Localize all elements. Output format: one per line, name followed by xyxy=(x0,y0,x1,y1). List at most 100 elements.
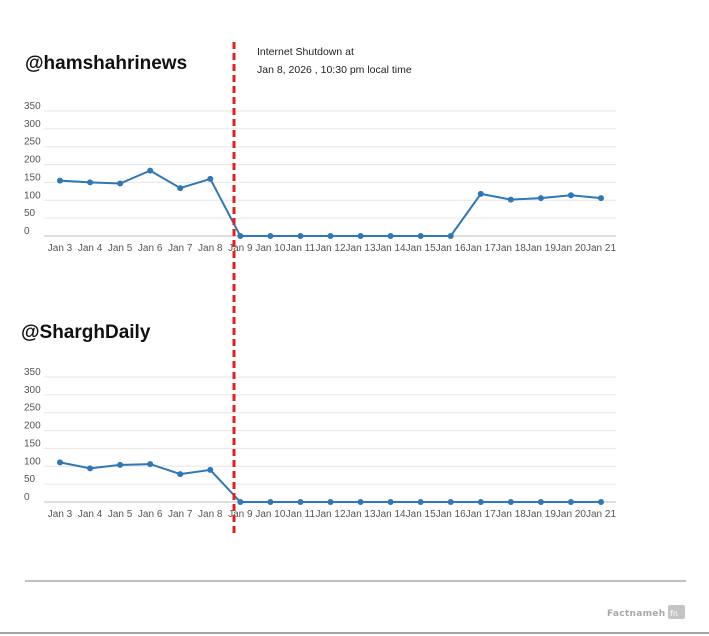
data-point xyxy=(57,177,63,184)
x-tick-label: Jan 17 xyxy=(466,243,496,254)
annotation-line-2: Jan 8, 2026 , 10:30 pm local time xyxy=(257,64,412,76)
y-tick-label: 150 xyxy=(24,172,41,183)
data-point xyxy=(387,499,394,505)
data-point xyxy=(207,175,214,182)
y-tick-label: 300 xyxy=(24,119,41,130)
x-tick-label: Jan 9 xyxy=(228,509,253,520)
y-tick-label: 150 xyxy=(24,438,41,449)
y-tick-label: 100 xyxy=(24,190,41,201)
data-point xyxy=(237,233,244,239)
x-tick-label: Jan 8 xyxy=(198,509,223,520)
x-tick-label: Jan 5 xyxy=(108,243,133,254)
data-point xyxy=(87,179,94,186)
x-tick-label: Jan 19 xyxy=(526,243,556,254)
data-point xyxy=(297,499,304,505)
x-tick-label: Jan 14 xyxy=(376,509,406,520)
x-tick-label: Jan 3 xyxy=(48,243,73,254)
x-tick-label: Jan 5 xyxy=(108,509,133,520)
data-point xyxy=(507,499,514,505)
x-tick-label: Jan 18 xyxy=(496,509,526,520)
data-point xyxy=(117,180,124,187)
x-tick-label: Jan 21 xyxy=(586,243,616,254)
x-tick-label: Jan 15 xyxy=(406,509,436,520)
data-points xyxy=(57,167,604,239)
data-point xyxy=(177,471,184,478)
x-tick-label: Jan 12 xyxy=(315,243,345,254)
data-point xyxy=(537,499,544,505)
x-tick-label: Jan 13 xyxy=(346,243,376,254)
x-tick-label: Jan 18 xyxy=(496,243,526,254)
y-tick-label: 50 xyxy=(24,208,36,219)
data-point xyxy=(357,233,364,239)
y-tick-label: 200 xyxy=(24,155,41,166)
data-point xyxy=(267,499,274,505)
y-tick-label: 250 xyxy=(24,137,41,148)
x-tick-label: Jan 21 xyxy=(586,509,616,520)
brand-name: Factnameh xyxy=(607,609,665,619)
x-tick-labels: Jan 3 Jan 4 Jan 5 Jan 6 Jan 7 Jan 8 Jan 9 Jan 1… xyxy=(48,243,617,254)
data-point xyxy=(327,499,334,505)
y-tick-label: 50 xyxy=(24,474,36,485)
x-tick-label: Jan 15 xyxy=(406,243,436,254)
data-point xyxy=(417,233,424,239)
x-tick-label: Jan 13 xyxy=(346,509,376,520)
x-tick-label: Jan 4 xyxy=(78,243,103,254)
x-tick-label: Jan 6 xyxy=(138,243,163,254)
data-point xyxy=(477,499,484,505)
x-tick-label: Jan 11 xyxy=(286,243,316,254)
x-tick-label: Jan 3 xyxy=(48,509,73,520)
y-tick-label: 200 xyxy=(24,421,41,432)
annotation-line-1: Internet Shutdown at xyxy=(257,46,354,58)
x-tick-label: Jan 19 xyxy=(526,509,556,520)
x-tick-label: Jan 9 xyxy=(228,243,253,254)
data-point xyxy=(87,465,94,472)
data-point xyxy=(598,499,604,505)
x-tick-label: Jan 7 xyxy=(168,243,193,254)
data-point xyxy=(117,461,124,468)
data-point xyxy=(447,499,454,505)
x-tick-label: Jan 12 xyxy=(315,509,345,520)
svg-text:fn: fn xyxy=(670,609,678,618)
x-tick-labels: Jan 3 Jan 4 Jan 5 Jan 6 Jan 7 Jan 8 Jan 9 Jan 1… xyxy=(48,509,617,520)
data-point xyxy=(598,195,604,202)
y-tick-labels: 0 50 100 150 200 250 300 350 xyxy=(24,101,41,237)
brand-logo-icon: fn xyxy=(668,605,685,619)
data-point xyxy=(357,499,364,505)
gridlines xyxy=(44,110,616,237)
x-tick-label: Jan 8 xyxy=(198,243,223,254)
x-tick-label: Jan 14 xyxy=(376,243,406,254)
chart-title: @hamshahrinews xyxy=(25,53,187,74)
y-tick-label: 100 xyxy=(24,456,41,467)
x-tick-label: Jan 16 xyxy=(436,509,466,520)
x-tick-label: Jan 4 xyxy=(78,509,103,520)
data-point xyxy=(567,499,574,505)
data-point xyxy=(477,190,484,197)
data-point xyxy=(207,466,214,473)
x-tick-label: Jan 20 xyxy=(556,509,586,520)
data-point xyxy=(237,499,244,505)
x-tick-label: Jan 10 xyxy=(255,243,285,254)
x-tick-label: Jan 6 xyxy=(138,509,163,520)
y-tick-label: 300 xyxy=(24,385,41,396)
data-point xyxy=(297,233,304,239)
data-point xyxy=(387,233,394,239)
chart-sharghdaily: @SharghDaily 0 50 100 150 200 250 300 350 Jan 3… xyxy=(21,322,616,520)
x-tick-label: Jan 7 xyxy=(168,509,193,520)
x-tick-label: Jan 16 xyxy=(436,243,466,254)
y-tick-label: 350 xyxy=(24,367,41,378)
y-tick-label: 0 xyxy=(24,226,30,237)
x-tick-label: Jan 11 xyxy=(286,509,316,520)
data-point xyxy=(177,185,184,192)
data-point xyxy=(147,461,154,468)
data-point xyxy=(537,195,544,202)
data-point xyxy=(267,233,274,239)
y-tick-label: 350 xyxy=(24,101,41,112)
data-point xyxy=(327,233,334,239)
chart-title: @SharghDaily xyxy=(21,322,151,343)
y-tick-label: 250 xyxy=(24,403,41,414)
data-point xyxy=(57,459,63,466)
data-points xyxy=(57,459,604,505)
data-point xyxy=(567,192,574,199)
data-point xyxy=(507,196,514,203)
